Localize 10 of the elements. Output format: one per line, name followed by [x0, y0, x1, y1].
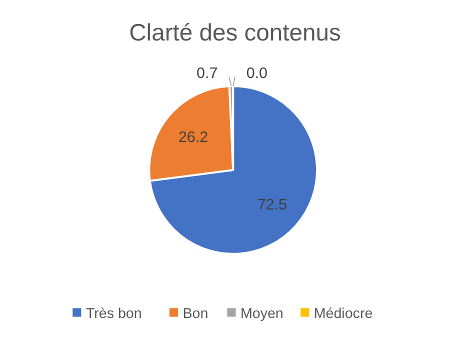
legend-label: Moyen [240, 306, 284, 322]
legend-label: Bon [182, 306, 208, 322]
chart-title: Clarté des contenus [129, 19, 341, 46]
text: 0.0 [246, 65, 268, 82]
data-label: 72.5 [257, 196, 287, 214]
data-label: 26.2 [178, 128, 208, 146]
legend-label: Médiocre [314, 306, 373, 322]
legend-label: Très bon [86, 306, 142, 322]
pie-slice [148, 85, 318, 255]
data-label: 0.7 [196, 65, 218, 82]
